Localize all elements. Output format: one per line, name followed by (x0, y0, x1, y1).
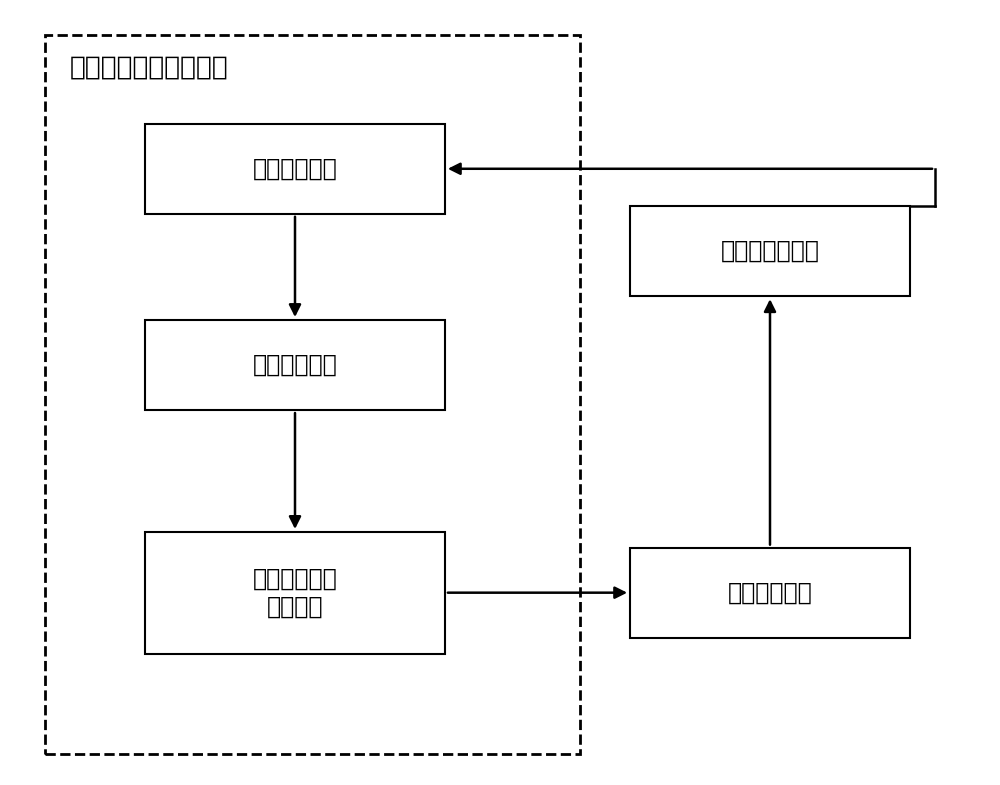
Bar (145, 532, 445, 653)
Text: 数据处理单元: 数据处理单元 (253, 353, 337, 377)
Text: 材料识别单元: 材料识别单元 (253, 157, 337, 181)
Bar (145, 320, 445, 410)
Bar (630, 206, 910, 297)
Text: 待加工复合材料: 待加工复合材料 (721, 239, 819, 263)
Bar (145, 124, 445, 214)
Bar (45, 35, 580, 754)
Text: 激光高频精准控制系统: 激光高频精准控制系统 (70, 55, 229, 81)
Text: 激光发射单元: 激光发射单元 (728, 581, 812, 604)
Text: 快速响应激光
控制单元: 快速响应激光 控制单元 (253, 567, 337, 619)
Bar (630, 548, 910, 637)
